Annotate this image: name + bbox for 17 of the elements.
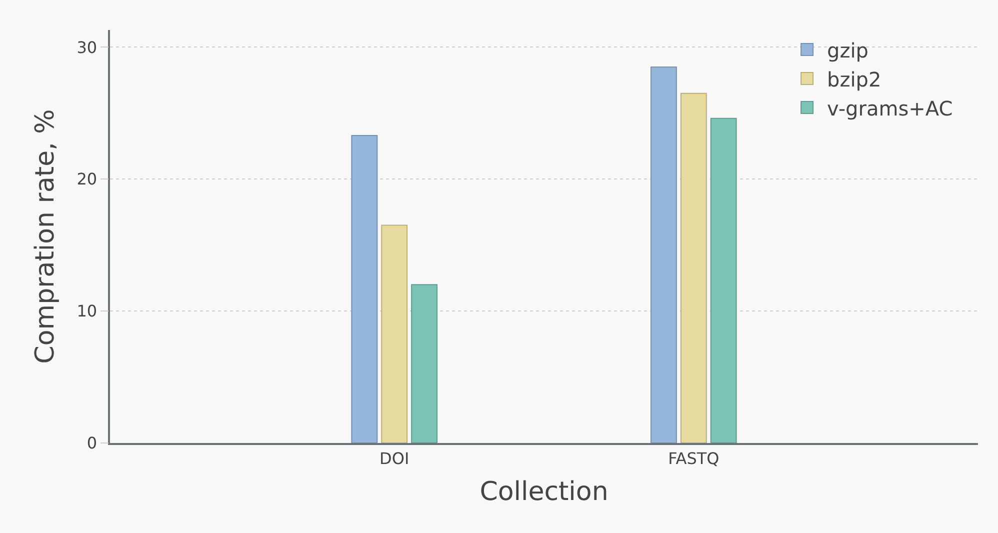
bar xyxy=(710,118,737,443)
y-tick-label: 0 xyxy=(86,434,98,453)
y-axis-title: Compration rate, % xyxy=(30,109,61,364)
y-tick-label: 20 xyxy=(76,170,98,189)
bar xyxy=(680,92,707,443)
y-tick-label: 10 xyxy=(76,302,98,321)
bar xyxy=(650,66,677,443)
y-tick-label: 30 xyxy=(76,38,98,57)
legend-label: bzip2 xyxy=(827,67,882,92)
bar xyxy=(351,135,378,443)
bar xyxy=(411,284,438,443)
legend-label: gzip xyxy=(827,38,868,62)
x-tick-label: FASTQ xyxy=(668,448,720,468)
legend-label: v-grams+AC xyxy=(827,96,953,120)
x-axis-title: Collection xyxy=(480,477,608,508)
bar xyxy=(381,224,408,443)
x-tick-label: DOI xyxy=(380,448,410,468)
